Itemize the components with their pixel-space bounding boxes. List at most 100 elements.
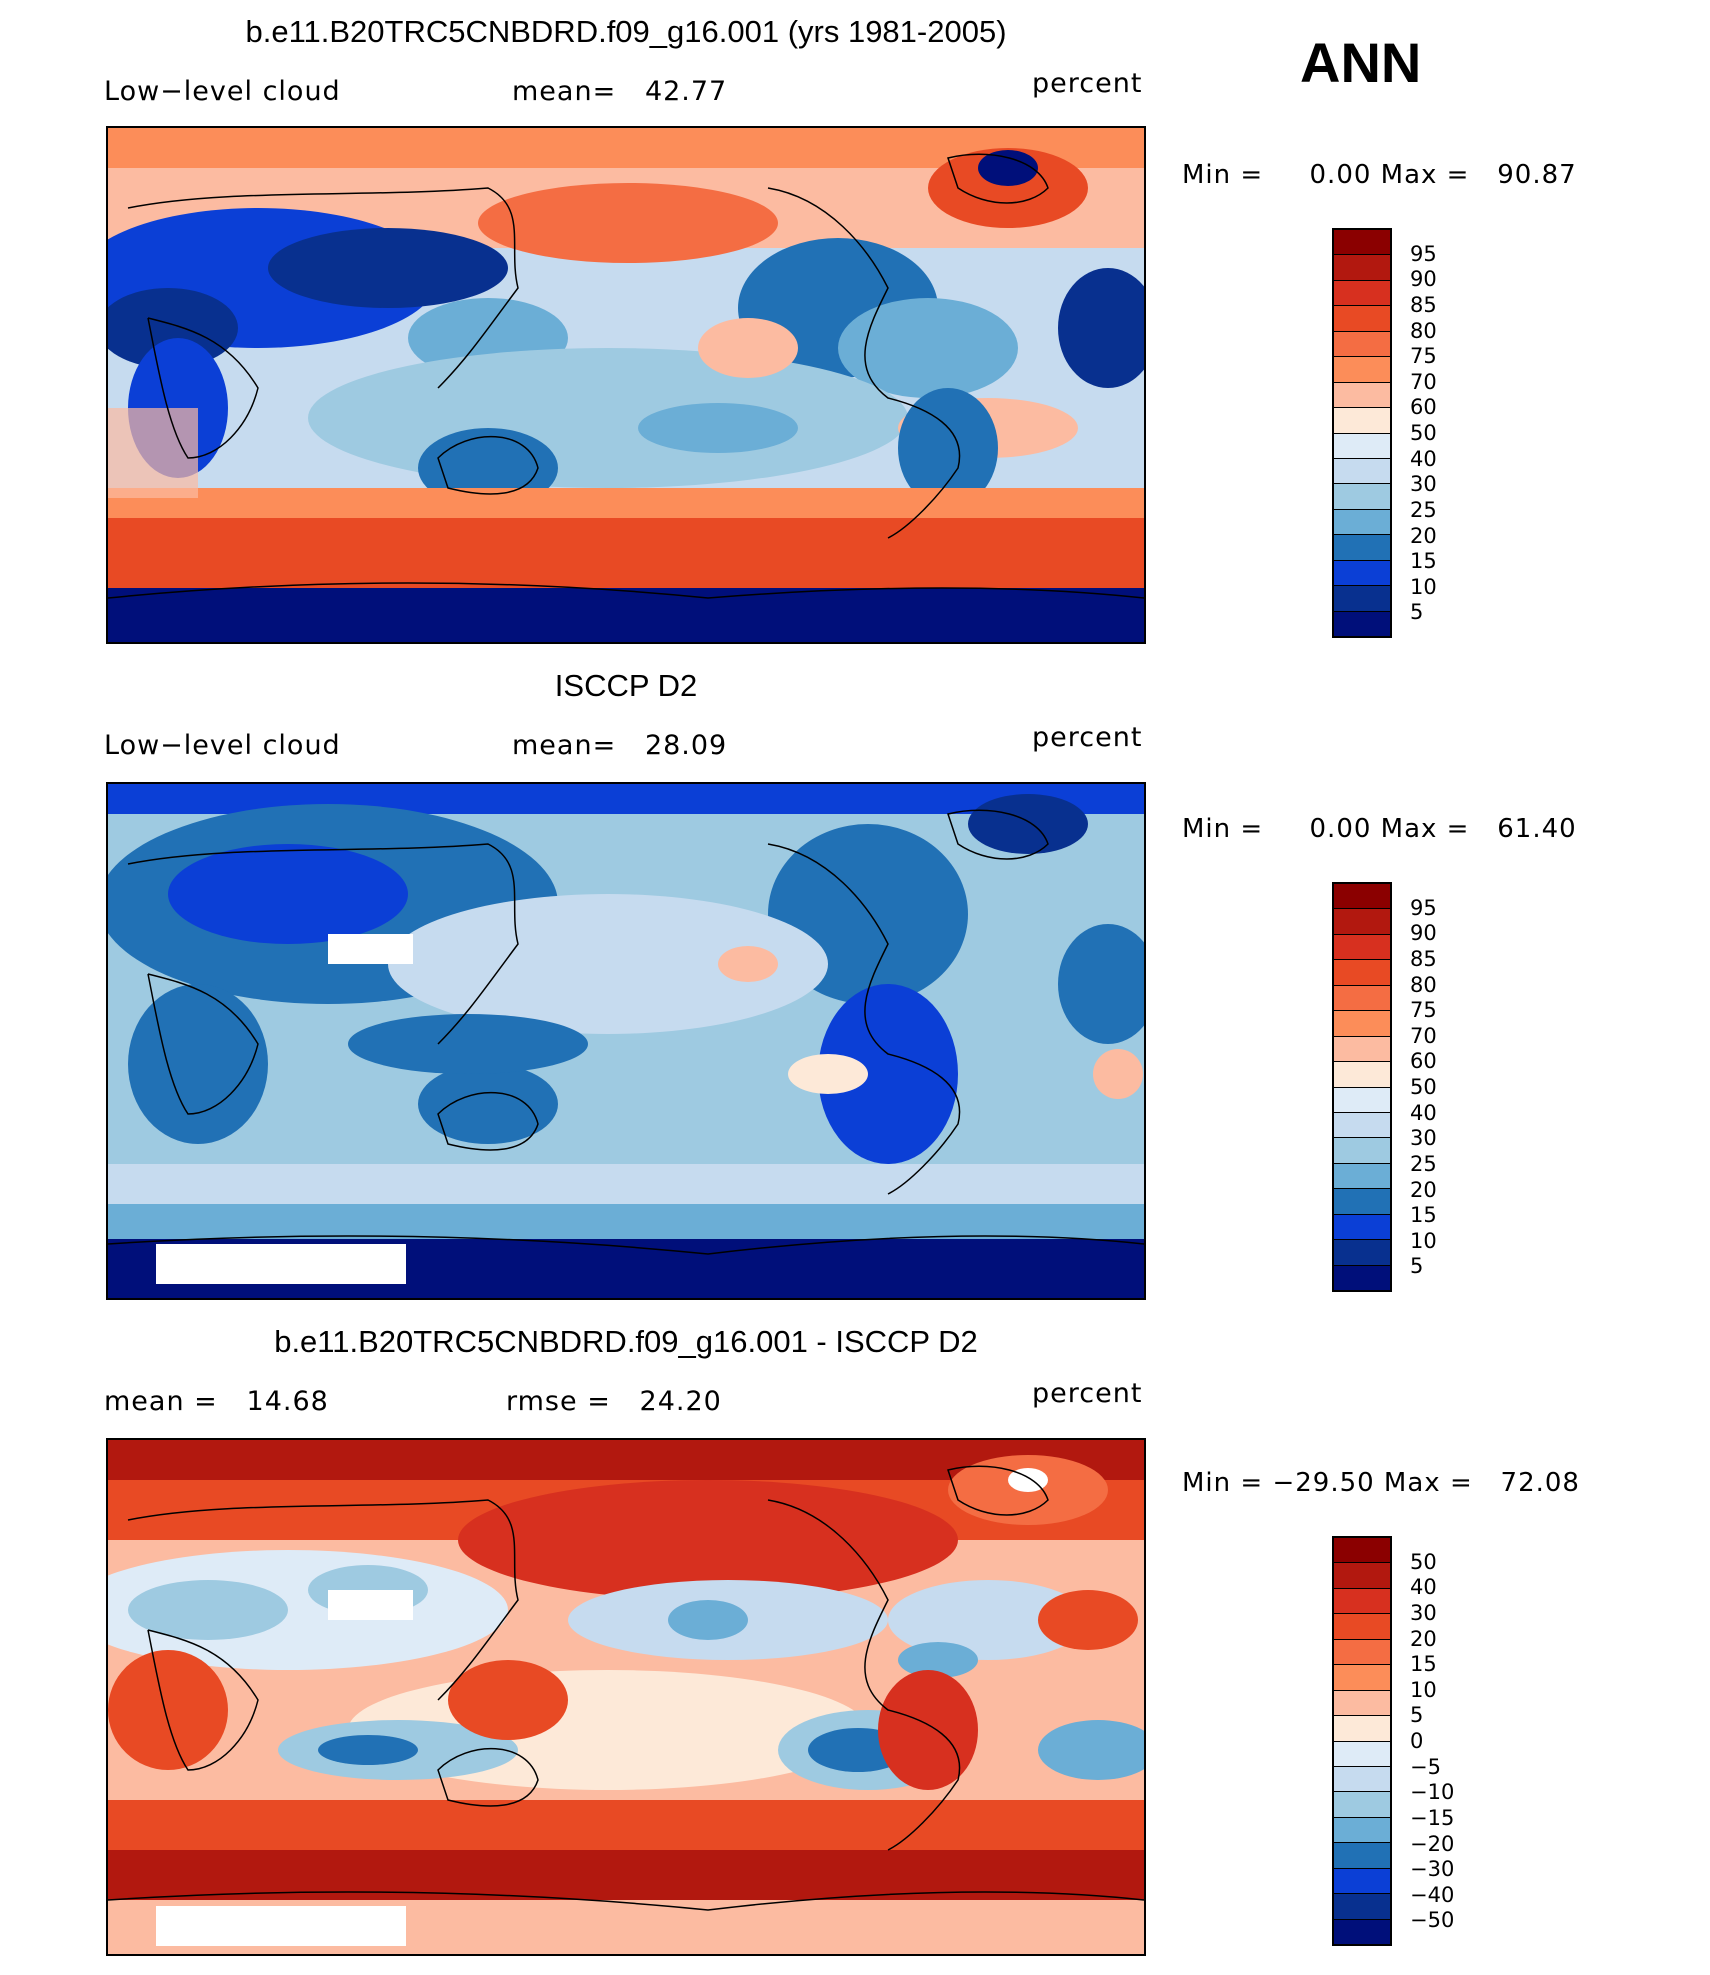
colorbar-swatch	[1334, 1843, 1390, 1869]
colorbar-swatch	[1334, 960, 1390, 986]
colorbar-swatch	[1334, 1189, 1390, 1215]
panel-1-variable-label: Low−level cloud	[104, 76, 341, 107]
colorbar-tick-label: 10	[1410, 1228, 1437, 1253]
colorbar-swatch	[1334, 1240, 1390, 1266]
colorbar-tick-label: 70	[1410, 369, 1437, 394]
panel-2-mean-label: mean= 28.09	[512, 730, 728, 761]
colorbar-tick-label: −50	[1410, 1908, 1455, 1933]
colorbar-tick-label: 90	[1410, 921, 1437, 946]
colorbar-tick-label: 15	[1410, 1203, 1437, 1228]
colorbar-tick-label: 40	[1410, 446, 1437, 471]
colorbar-tick-label: 30	[1410, 1126, 1437, 1151]
colorbar-swatch	[1334, 1265, 1390, 1290]
colorbar-tick-label: 20	[1410, 523, 1437, 548]
colorbar-tick-label: 85	[1410, 946, 1437, 971]
colorbar-swatch	[1334, 1062, 1390, 1088]
colorbar-swatch	[1334, 1741, 1390, 1767]
panel-3-mean-label: mean = 14.68	[104, 1386, 329, 1417]
colorbar-tick-label: −20	[1410, 1831, 1455, 1856]
colorbar-tick-label: 10	[1410, 1677, 1437, 1702]
colorbar-tick-label: −40	[1410, 1882, 1455, 1907]
colorbar-tick-label: 0	[1410, 1729, 1424, 1753]
colorbar-swatch	[1334, 1894, 1390, 1920]
colorbar-tick-label: 60	[1410, 1049, 1437, 1074]
panel-1-title: b.e11.B20TRC5CNBDRD.f09_g16.001 (yrs 198…	[245, 14, 1007, 49]
panel-2-title: ISCCP D2	[554, 668, 698, 703]
colorbar-swatch	[1334, 985, 1390, 1012]
colorbar-swatch	[1334, 1614, 1390, 1640]
panel-1-map	[106, 126, 1146, 644]
panel-1-minmax: Min = 0.00 Max = 90.87	[1182, 160, 1577, 190]
colorbar-tick-label: 5	[1410, 1703, 1424, 1728]
colorbar-swatch	[1334, 535, 1390, 561]
colorbar-tick-label: 90	[1410, 267, 1437, 292]
colorbar-swatch	[1334, 280, 1390, 307]
colorbar-swatch	[1334, 1868, 1390, 1895]
panel-1-colorbar	[1332, 228, 1392, 638]
colorbar-swatch	[1334, 458, 1390, 485]
colorbar-swatch	[1334, 1214, 1390, 1241]
colorbar-swatch	[1334, 884, 1390, 910]
colorbar-swatch	[1334, 408, 1390, 434]
colorbar-tick-label: 85	[1410, 292, 1437, 317]
colorbar-swatch	[1334, 1087, 1390, 1113]
colorbar-swatch	[1334, 509, 1390, 536]
colorbar-swatch	[1334, 230, 1390, 256]
colorbar-tick-label: 75	[1410, 344, 1437, 369]
colorbar-swatch	[1334, 357, 1390, 383]
colorbar-tick-label: 25	[1410, 1151, 1437, 1176]
panel-3-rmse-label: rmse = 24.20	[506, 1386, 722, 1417]
colorbar-tick-label: 40	[1410, 1575, 1437, 1600]
colorbar-tick-label: 50	[1410, 421, 1437, 445]
colorbar-tick-label: 5	[1410, 600, 1424, 625]
panel-1-mean-label: mean= 42.77	[512, 76, 728, 107]
colorbar-tick-label: 50	[1410, 1075, 1437, 1099]
panel-3-minmax: Min = −29.50 Max = 72.08	[1182, 1468, 1580, 1498]
panel-2-colorbar	[1332, 882, 1392, 1292]
colorbar-swatch	[1334, 484, 1390, 510]
panel-3-units-label: percent	[1032, 1378, 1143, 1409]
colorbar-tick-label: 20	[1410, 1177, 1437, 1202]
colorbar-swatch	[1334, 586, 1390, 612]
season-label: ANN	[1300, 31, 1422, 94]
colorbar-tick-label: −10	[1410, 1780, 1455, 1805]
panel-2-units-label: percent	[1032, 722, 1143, 753]
colorbar-tick-label: 20	[1410, 1626, 1437, 1651]
colorbar-tick-label: 70	[1410, 1023, 1437, 1048]
colorbar-swatch	[1334, 909, 1390, 935]
colorbar-tick-label: 50	[1410, 1549, 1437, 1574]
colorbar-swatch	[1334, 1011, 1390, 1037]
colorbar-swatch	[1334, 611, 1390, 636]
colorbar-tick-label: −30	[1410, 1857, 1455, 1882]
colorbar-swatch	[1334, 331, 1390, 358]
colorbar-swatch	[1334, 1817, 1390, 1844]
panel-1-map-svg	[108, 128, 1144, 642]
colorbar-tick-label: 75	[1410, 998, 1437, 1023]
colorbar-swatch	[1334, 1538, 1390, 1564]
colorbar-swatch	[1334, 1690, 1390, 1717]
colorbar-swatch	[1334, 1766, 1390, 1793]
colorbar-swatch	[1334, 382, 1390, 409]
colorbar-tick-label: 10	[1410, 574, 1437, 599]
colorbar-tick-label: 15	[1410, 1652, 1437, 1677]
colorbar-tick-label: 40	[1410, 1100, 1437, 1125]
colorbar-tick-label: 60	[1410, 395, 1437, 420]
panel-3-map-svg	[108, 1440, 1144, 1954]
colorbar-tick-label: 15	[1410, 549, 1437, 574]
colorbar-swatch	[1334, 1036, 1390, 1063]
colorbar-swatch	[1334, 1792, 1390, 1818]
panel-2-map	[106, 782, 1146, 1300]
colorbar-tick-label: 5	[1410, 1254, 1424, 1279]
colorbar-swatch	[1334, 1716, 1390, 1742]
colorbar-swatch	[1334, 1138, 1390, 1164]
colorbar-swatch	[1334, 1665, 1390, 1691]
colorbar-tick-label: 80	[1410, 318, 1437, 343]
panel-3-map	[106, 1438, 1146, 1956]
colorbar-tick-label: 80	[1410, 972, 1437, 997]
colorbar-swatch	[1334, 1588, 1390, 1615]
colorbar-swatch	[1334, 255, 1390, 281]
colorbar-tick-label: −15	[1410, 1805, 1455, 1830]
colorbar-swatch	[1334, 1163, 1390, 1190]
colorbar-swatch	[1334, 560, 1390, 587]
colorbar-swatch	[1334, 1563, 1390, 1589]
